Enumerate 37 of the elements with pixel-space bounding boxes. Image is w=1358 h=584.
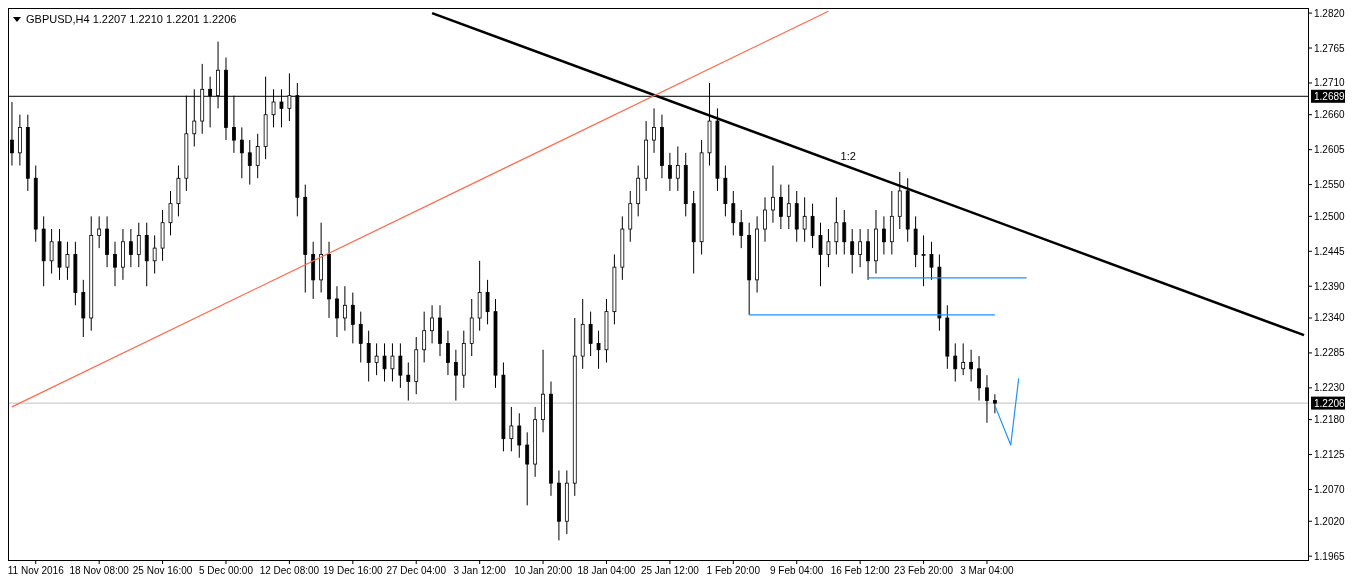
x-tick-label: 3 Mar 04:00 [960,565,1015,576]
x-tick-label: 10 Jan 20:00 [514,565,573,576]
x-tick-label: 9 Feb 04:00 [770,565,824,576]
x-tick-label: 18 Nov 08:00 [69,565,130,576]
y-tick-label: 1.2125 [1314,449,1346,461]
x-tick-label: 12 Dec 08:00 [259,565,320,576]
y-tick-label: 1.2820 [1314,7,1346,19]
y-tick-label: 1.2660 [1314,109,1346,121]
y-tick-label: 1.2500 [1314,210,1346,222]
y-tick-label: 1.2230 [1314,382,1346,394]
chart-title: GBPUSD,H4 1.2207 1.2210 1.2201 1.2206 [26,13,237,25]
x-tick-label: 23 Feb 20:00 [894,565,954,576]
y-tick-label: 1.2390 [1314,280,1346,292]
y-tick-label: 1.2765 [1314,42,1346,54]
ref-line-label: 1.2206 [1314,397,1346,409]
x-tick-label: 11 Nov 2016 [7,565,65,576]
x-tick-label: 25 Nov 16:00 [132,565,193,576]
x-tick-label: 5 Dec 00:00 [199,565,254,576]
x-tick-label: 18 Jan 04:00 [577,565,636,576]
y-tick-label: 1.2710 [1314,77,1346,89]
y-tick-label: 1.2340 [1314,312,1346,324]
y-tick-label: 1.2550 [1314,179,1346,191]
y-tick-label: 1.2605 [1314,144,1346,156]
y-tick-label: 1.2285 [1314,347,1346,359]
x-tick-label: 1 Feb 20:00 [706,565,761,576]
x-tick-label: 16 Feb 12:00 [830,565,891,576]
x-tick-label: 25 Jan 12:00 [640,565,700,576]
y-tick-label: 1.1965 [1314,550,1346,562]
x-tick-label: 19 Dec 16:00 [323,565,383,576]
ref-line-label: 1.2689 [1314,90,1346,102]
y-tick-label: 1.2070 [1314,483,1346,495]
y-tick-label: 1.2445 [1314,245,1346,257]
y-tick-label: 1.2020 [1314,515,1346,527]
x-tick-label: 27 Dec 04:00 [386,565,447,576]
x-tick-label: 3 Jan 12:00 [453,565,507,576]
y-tick-label: 1.2180 [1314,414,1346,426]
annotation: 1:2 [840,149,856,162]
